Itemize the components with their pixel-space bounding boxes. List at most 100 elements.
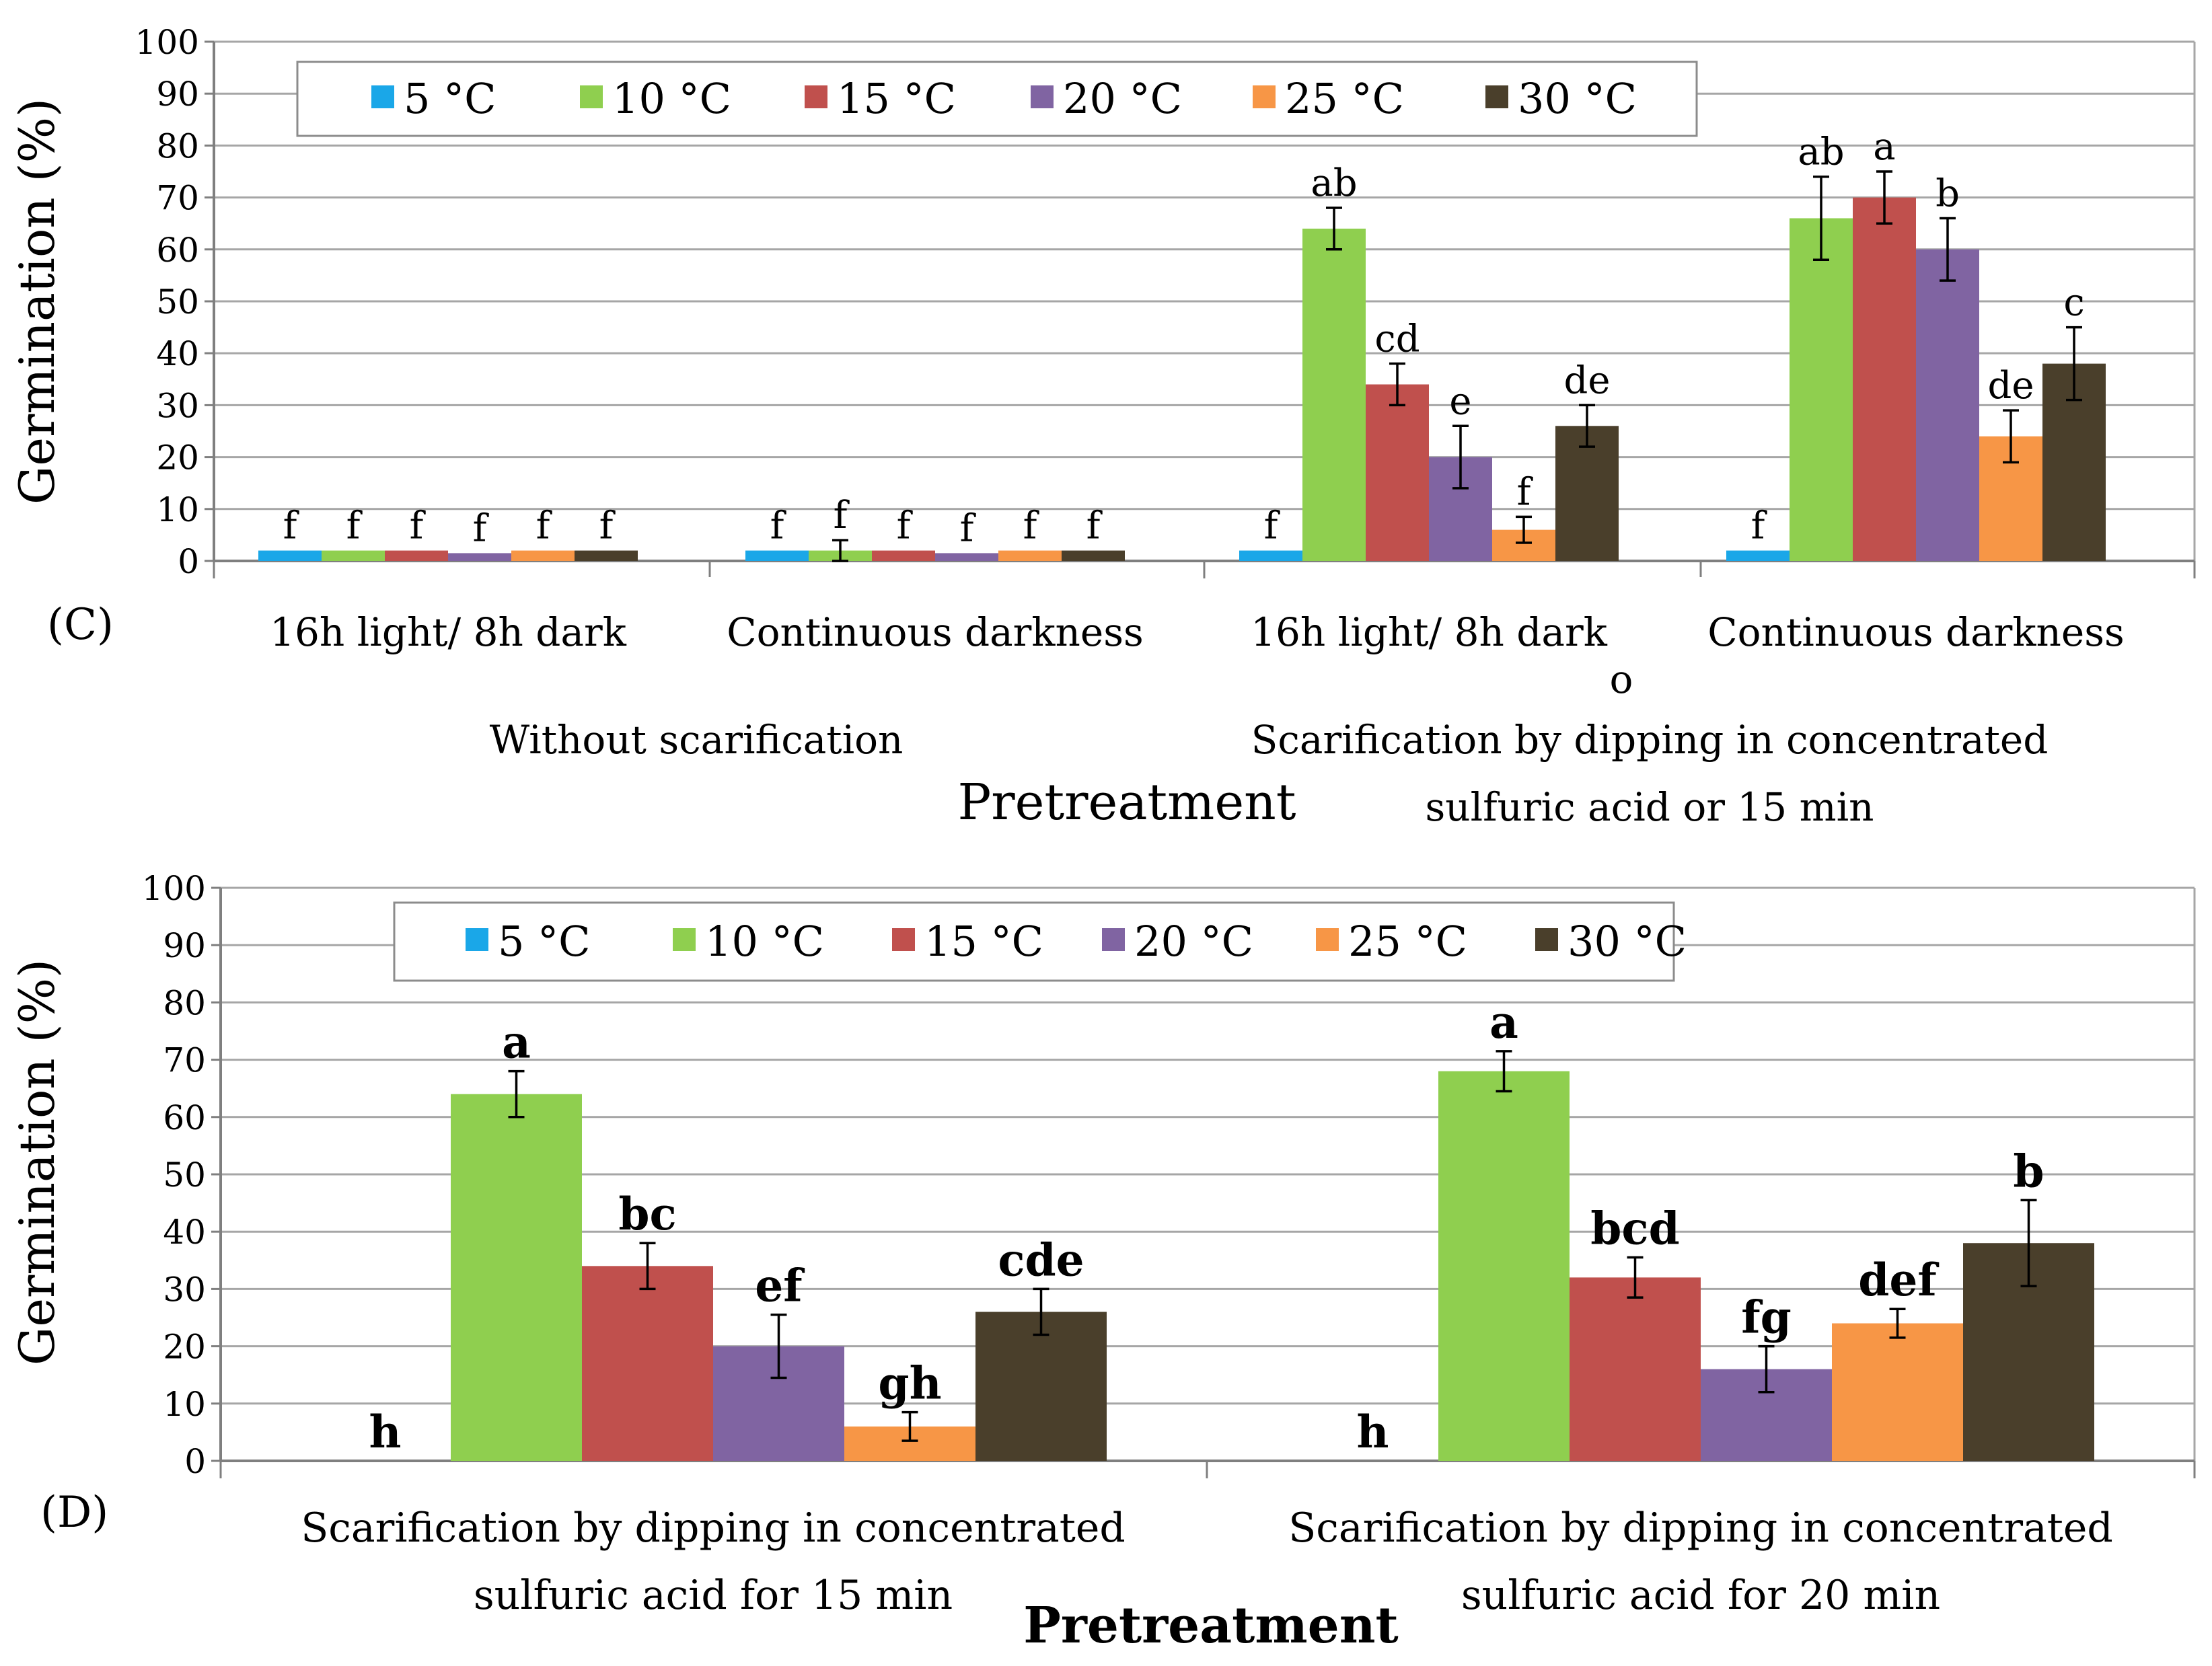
significance-label: f <box>960 506 977 550</box>
bar <box>1832 1324 1963 1461</box>
legend-entry: 25 °C <box>1348 917 1467 966</box>
bar <box>1853 198 1916 561</box>
legend-entry: 10 °C <box>705 917 824 966</box>
bar <box>322 551 385 561</box>
group-label: sulfuric acid or 15 min <box>1425 784 1874 830</box>
bar <box>1366 385 1429 561</box>
legend-swatch <box>466 928 488 951</box>
bar <box>1438 1071 1570 1461</box>
legend-swatch <box>673 928 696 951</box>
significance-label: fg <box>1741 1291 1792 1344</box>
significance-label: h <box>1357 1406 1389 1458</box>
group-label: Scarification by dipping in concentrated <box>1251 717 2049 763</box>
y-axis-title: Germination (%) <box>9 98 65 504</box>
category-label: Continuous darkness <box>1707 609 2124 655</box>
legend-swatch <box>580 85 603 108</box>
legend-entry: 30 °C <box>1568 917 1687 966</box>
bar <box>582 1266 713 1461</box>
significance-label: f <box>1517 470 1534 514</box>
bar <box>745 551 809 561</box>
legend-swatch <box>1535 928 1558 951</box>
significance-label: f <box>473 506 490 550</box>
y-tick-label: 90 <box>156 75 199 114</box>
significance-label: f <box>346 504 363 548</box>
bar <box>935 553 998 561</box>
significance-label: f <box>897 504 914 548</box>
bar <box>575 551 638 561</box>
bar <box>1302 229 1366 561</box>
y-tick-label: 60 <box>156 231 199 270</box>
significance-label: f <box>1086 504 1103 548</box>
y-tick-label: 30 <box>163 1270 206 1309</box>
significance-label: b <box>2013 1145 2044 1197</box>
legend-swatch <box>371 85 394 108</box>
significance-label: ab <box>1798 130 1844 174</box>
significance-label: e <box>1449 379 1471 423</box>
bar <box>385 551 448 561</box>
significance-label: cd <box>1374 317 1420 361</box>
legend-entry: 30 °C <box>1518 74 1637 123</box>
bar <box>998 551 1062 561</box>
legend-entry: 15 °C <box>924 917 1043 966</box>
legend-entry: 20 °C <box>1134 917 1253 966</box>
panel-label: (C) <box>47 600 114 650</box>
significance-label: a <box>1489 996 1518 1049</box>
y-tick-label: 80 <box>163 983 206 1022</box>
significance-label: f <box>283 504 300 548</box>
legend-entry: 20 °C <box>1063 74 1182 123</box>
significance-label: b <box>1936 172 1960 215</box>
legend-entry: 5 °C <box>498 917 591 966</box>
stray-mark: o <box>1610 656 1633 702</box>
panel-d-chart: 0 10 20 30 40 50 60 70 80 90 100 h a bc ef gh cde h a bcd fg… <box>9 869 2195 1655</box>
significance-label: cde <box>998 1234 1084 1286</box>
legend-entry: 15 °C <box>837 74 956 123</box>
y-tick-label: 70 <box>163 1041 206 1080</box>
legend-swatch <box>1485 85 1508 108</box>
significance-label: h <box>369 1406 402 1458</box>
y-tick-label: 0 <box>184 1442 206 1481</box>
significance-label: ab <box>1311 161 1357 205</box>
y-tick-label: 0 <box>178 542 199 581</box>
y-tick-label: 40 <box>163 1213 206 1252</box>
legend-swatch <box>892 928 915 951</box>
bar <box>1790 218 1853 561</box>
y-tick-label: 10 <box>163 1385 206 1424</box>
y-tick-label: 10 <box>156 490 199 529</box>
significance-label: de <box>1988 364 2034 408</box>
y-tick-label: 80 <box>156 126 199 165</box>
group-label: Without scarification <box>490 717 904 763</box>
legend-swatch <box>805 85 827 108</box>
y-tick-label: 50 <box>156 282 199 321</box>
y-tick-label: 50 <box>163 1156 206 1195</box>
significance-label: f <box>1023 504 1040 548</box>
x-axis-title: Pretreatment <box>1023 1597 1398 1655</box>
significance-label: f <box>410 504 427 548</box>
category-label: sulfuric acid for 20 min <box>1461 1572 1940 1619</box>
bar <box>872 551 935 561</box>
significance-label: f <box>1751 504 1768 548</box>
bar <box>451 1094 582 1461</box>
bar <box>448 553 511 561</box>
significance-label: def <box>1858 1254 1939 1306</box>
category-label: Scarification by dipping in concentrated <box>301 1505 1126 1552</box>
category-label: sulfuric acid for 15 min <box>474 1572 953 1619</box>
legend-swatch <box>1253 85 1276 108</box>
y-tick-label: 100 <box>135 23 199 62</box>
y-tick-label: 100 <box>142 869 206 908</box>
significance-label: a <box>1873 125 1895 169</box>
legend-swatch <box>1316 928 1339 951</box>
y-axis-title: Germination (%) <box>9 959 65 1365</box>
bar <box>1239 551 1302 561</box>
bar <box>1062 551 1125 561</box>
y-tick-label: 60 <box>163 1098 206 1137</box>
legend-entry: 25 °C <box>1285 74 1404 123</box>
significance-label: f <box>834 494 850 537</box>
bar <box>1570 1277 1701 1461</box>
significance-label: bcd <box>1590 1203 1679 1255</box>
category-label: 16h light/ 8h dark <box>270 609 627 655</box>
bar <box>258 551 322 561</box>
bar <box>1916 250 1979 561</box>
significance-label: gh <box>878 1357 941 1410</box>
